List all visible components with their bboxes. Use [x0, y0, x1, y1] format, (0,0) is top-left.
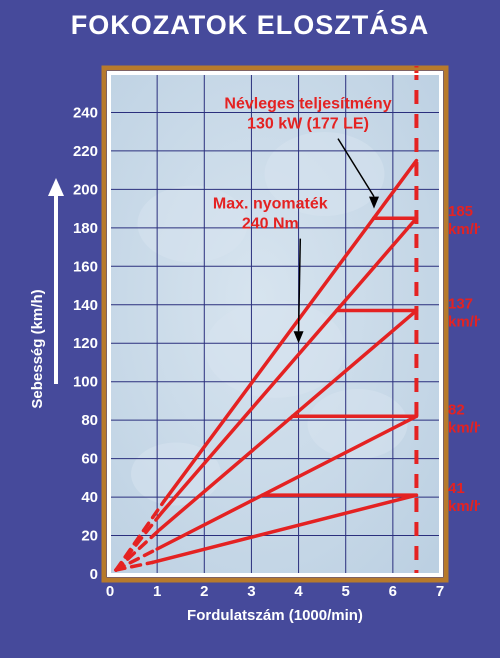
gear-end-label: km/h: [448, 419, 480, 436]
gear-end-label: km/h: [448, 314, 480, 331]
y-tick-label: 180: [73, 220, 98, 237]
gear-ratio-chart: 0 1 2 3 4 5 6 7 0 20 40 60 80 100 120 140 160 180 200 220 24…: [20, 54, 480, 644]
gear-end-label: km/h: [448, 221, 480, 238]
annotation-max-torque: Max. nyomaték: [213, 196, 328, 213]
gear-end-label: 185: [448, 203, 473, 220]
y-tick-label: 220: [73, 143, 98, 160]
y-tick-label: 200: [73, 181, 98, 198]
gear-end-label: 137: [448, 296, 473, 313]
gear-end-label: 41: [448, 480, 465, 497]
speed-arrowhead-icon: [48, 178, 64, 196]
y-tick-label: 120: [73, 335, 98, 352]
chart-title: FOKOZATOK ELOSZTÁSA: [0, 10, 500, 41]
y-tick-label: 80: [81, 412, 98, 429]
x-tick-label: 7: [436, 583, 444, 600]
y-tick-label: 140: [73, 297, 98, 314]
y-tick-label: 100: [73, 374, 98, 391]
x-axis-label: Fordulatszám (1000/min): [187, 607, 363, 624]
x-tick-label: 4: [294, 583, 303, 600]
x-tick-label: 0: [106, 583, 114, 600]
gear-end-label: km/h: [448, 498, 480, 515]
annotation-rated-power: Névleges teljesítmény: [224, 96, 391, 113]
y-tick-label: 20: [81, 528, 98, 545]
y-tick-label: 60: [81, 451, 98, 468]
y-tick-label: 160: [73, 258, 98, 275]
y-tick-label: 240: [73, 104, 98, 121]
y-tick-label: 0: [90, 566, 98, 583]
annotation-max-torque: 240 Nm: [242, 216, 299, 233]
y-tick-label: 40: [81, 489, 98, 506]
annotation-rated-power: 130 kW (177 LE): [247, 116, 369, 133]
y-axis-label: Sebesség (km/h): [29, 289, 46, 408]
x-tick-label: 1: [153, 583, 161, 600]
x-tick-label: 2: [200, 583, 208, 600]
x-tick-label: 6: [389, 583, 397, 600]
x-tick-label: 5: [342, 583, 350, 600]
x-tick-label: 3: [247, 583, 255, 600]
gear-end-label: 82: [448, 401, 465, 418]
